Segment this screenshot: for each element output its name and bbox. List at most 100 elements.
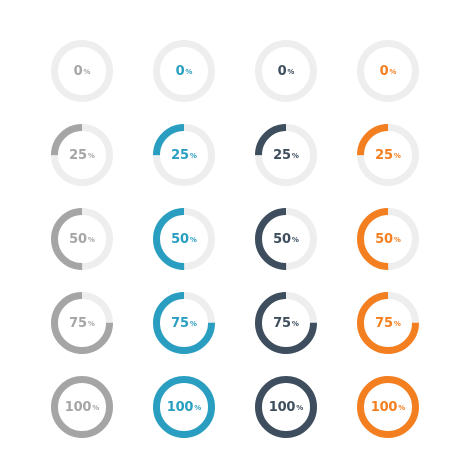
progress-ring-label: 50% (151, 206, 217, 272)
progress-value: 100 (268, 399, 296, 415)
progress-ring-graphic (255, 40, 317, 102)
percent-symbol: % (393, 236, 401, 244)
progress-ring-graphic (51, 292, 113, 354)
progress-ring-graphic (51, 208, 113, 270)
percent-symbol: % (296, 404, 304, 412)
progress-value: 75 (69, 315, 87, 331)
progress-value: 0 (277, 63, 287, 79)
progress-ring-graphic (153, 40, 215, 102)
progress-ring-fill (255, 292, 317, 354)
progress-ring-fill (51, 376, 113, 438)
progress-ring-track (357, 40, 419, 102)
progress-value: 50 (69, 231, 87, 247)
progress-ring-orange-25: 25% (355, 122, 421, 188)
progress-ring-fill (153, 124, 215, 186)
percent-symbol: % (189, 152, 197, 160)
progress-ring-label: 25% (49, 122, 115, 188)
progress-ring-graphic (255, 124, 317, 186)
progress-value: 75 (273, 315, 291, 331)
progress-value: 50 (273, 231, 291, 247)
progress-ring-track (153, 40, 215, 102)
progress-ring-label: 50% (49, 206, 115, 272)
percent-symbol: % (189, 320, 197, 328)
progress-ring-label: 25% (253, 122, 319, 188)
progress-ring-graphic (255, 376, 317, 438)
progress-ring-graphic (357, 376, 419, 438)
progress-ring-gray-75: 75% (49, 290, 115, 356)
progress-ring-gray-50: 50% (49, 206, 115, 272)
progress-ring-gray-100: 100% (49, 374, 115, 440)
percent-symbol: % (291, 320, 299, 328)
progress-ring-label: 50% (355, 206, 421, 272)
progress-ring-graphic (153, 376, 215, 438)
progress-ring-orange-75: 75% (355, 290, 421, 356)
progress-ring-label: 100% (49, 374, 115, 440)
progress-ring-fill (357, 208, 419, 270)
progress-ring-graphic (51, 124, 113, 186)
percent-symbol: % (194, 404, 202, 412)
percent-symbol: % (189, 236, 197, 244)
percent-symbol: % (393, 320, 401, 328)
progress-value: 0 (175, 63, 185, 79)
percent-symbol: % (92, 404, 100, 412)
progress-ring-slate-75: 75% (253, 290, 319, 356)
progress-ring-graphic (51, 376, 113, 438)
progress-ring-track (51, 40, 113, 102)
progress-ring-graphic (357, 40, 419, 102)
percent-symbol: % (83, 68, 91, 76)
progress-value: 25 (69, 147, 87, 163)
progress-ring-label: 75% (151, 290, 217, 356)
progress-ring-gray-0: 0% (49, 38, 115, 104)
progress-ring-graphic (255, 208, 317, 270)
progress-ring-fill (51, 124, 113, 186)
progress-value: 50 (171, 231, 189, 247)
progress-ring-label: 25% (355, 122, 421, 188)
progress-ring-label: 75% (355, 290, 421, 356)
percent-symbol: % (389, 68, 397, 76)
progress-value: 25 (375, 147, 393, 163)
progress-ring-label: 75% (49, 290, 115, 356)
progress-value: 0 (73, 63, 83, 79)
percent-symbol: % (87, 236, 95, 244)
progress-ring-label: 100% (253, 374, 319, 440)
percent-symbol: % (185, 68, 193, 76)
progress-ring-blue-25: 25% (151, 122, 217, 188)
progress-value: 50 (375, 231, 393, 247)
progress-ring-blue-0: 0% (151, 38, 217, 104)
percent-symbol: % (398, 404, 406, 412)
progress-value: 25 (273, 147, 291, 163)
progress-value: 25 (171, 147, 189, 163)
progress-ring-graphic (153, 292, 215, 354)
progress-ring-fill (255, 376, 317, 438)
progress-ring-orange-100: 100% (355, 374, 421, 440)
percent-symbol: % (291, 236, 299, 244)
progress-ring-slate-0: 0% (253, 38, 319, 104)
percent-symbol: % (287, 68, 295, 76)
progress-ring-graphic (153, 208, 215, 270)
progress-ring-label: 0% (151, 38, 217, 104)
progress-ring-graphic (357, 124, 419, 186)
progress-ring-fill (153, 292, 215, 354)
progress-ring-fill (357, 292, 419, 354)
progress-value: 100 (64, 399, 92, 415)
percent-symbol: % (393, 152, 401, 160)
progress-ring-blue-75: 75% (151, 290, 217, 356)
progress-ring-graphic (357, 208, 419, 270)
progress-ring-fill (153, 208, 215, 270)
progress-ring-blue-100: 100% (151, 374, 217, 440)
progress-ring-label: 50% (253, 206, 319, 272)
progress-ring-fill (255, 124, 317, 186)
progress-ring-orange-50: 50% (355, 206, 421, 272)
progress-ring-fill (255, 208, 317, 270)
progress-ring-fill (51, 292, 113, 354)
percent-symbol: % (87, 152, 95, 160)
progress-ring-fill (153, 376, 215, 438)
progress-ring-graphic (255, 292, 317, 354)
progress-ring-label: 75% (253, 290, 319, 356)
progress-ring-slate-50: 50% (253, 206, 319, 272)
percent-symbol: % (87, 320, 95, 328)
progress-ring-slate-100: 100% (253, 374, 319, 440)
progress-value: 75 (375, 315, 393, 331)
progress-ring-graphic (51, 40, 113, 102)
